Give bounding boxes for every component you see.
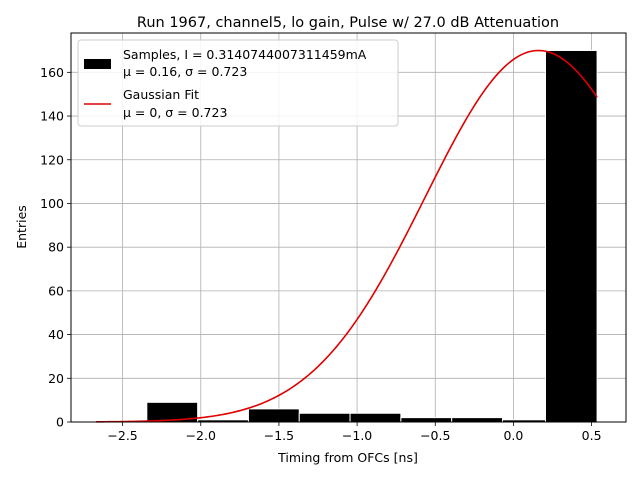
x-tick-label: 0.5 (582, 428, 602, 443)
legend-label-gaussian-stats: μ = 0, σ = 0.723 (123, 105, 227, 120)
y-tick-label: 60 (48, 283, 64, 298)
legend: Samples, I = 0.3140744007311459mA μ = 0.… (77, 39, 399, 127)
legend-swatch-samples (84, 59, 111, 69)
legend-label-gaussian: Gaussian Fit (123, 87, 199, 102)
legend-box (77, 39, 399, 127)
y-tick-label: 160 (40, 65, 64, 80)
gaussian-fit-line (96, 49, 598, 423)
chart-title: Run 1967, channel5, lo gain, Pulse w/ 27… (137, 15, 559, 31)
x-tick-label: 0.0 (503, 428, 523, 443)
y-tick-label: 0 (56, 415, 64, 430)
x-tick-label: −1.5 (264, 428, 294, 443)
histogram-bar (400, 417, 453, 423)
x-tick-label: −2.0 (186, 428, 216, 443)
y-tick-label: 40 (48, 327, 64, 342)
grid-layer (71, 33, 626, 423)
histogram-bar (349, 412, 402, 423)
y-tick-label: 140 (40, 109, 64, 124)
histogram-bar (544, 49, 598, 423)
legend-label-samples: Samples, I = 0.3140744007311459mA (123, 47, 367, 62)
x-tick-label: −0.5 (420, 428, 450, 443)
bars-layer (146, 49, 598, 423)
y-tick-label: 20 (48, 371, 64, 386)
ticks-layer: −2.5 −2.0 −1.5 −1.0 −0.5 0.0 0.5 0 20 40 60 80 100 12… (40, 65, 601, 443)
x-tick-label: −2.5 (107, 428, 137, 443)
x-axis-label: Timing from OFCs [ns] (277, 450, 418, 465)
y-tick-label: 120 (40, 152, 64, 167)
x-tick-label: −1.0 (342, 428, 372, 443)
y-tick-label: 100 (40, 196, 64, 211)
histogram-bar (247, 408, 300, 423)
y-axis-label: Entries (14, 205, 29, 249)
y-tick-label: 80 (48, 240, 64, 255)
legend-label-samples-stats: μ = 0.16, σ = 0.723 (123, 64, 247, 79)
histogram-bar (298, 412, 351, 423)
plot-frame (70, 32, 627, 423)
histogram-bar (451, 417, 503, 423)
